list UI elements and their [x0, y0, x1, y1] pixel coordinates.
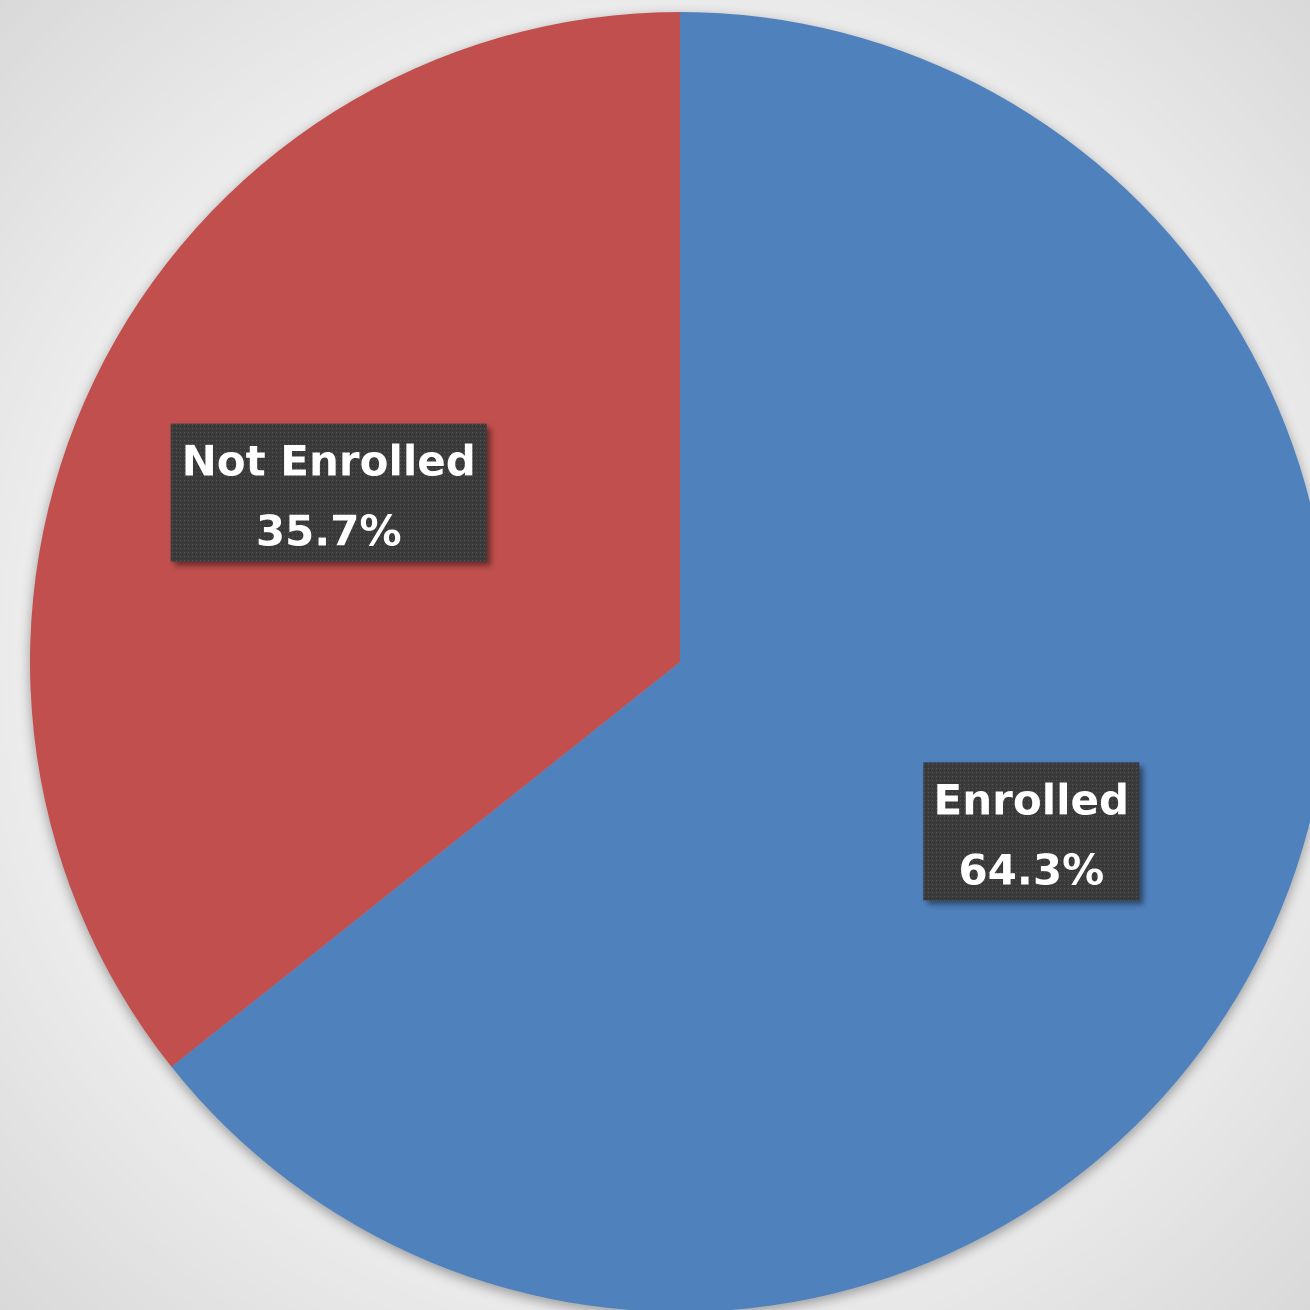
pie-data-labels: Enrolled 64.3% Not Enrolled 35.7%	[170, 423, 1140, 901]
pie-slice-enrolled	[171, 12, 1310, 1310]
data-label-not-enrolled: Not Enrolled 35.7%	[170, 423, 487, 562]
data-label-value: 64.3%	[958, 845, 1104, 894]
pie-slices	[30, 12, 1310, 1310]
data-label-category: Not Enrolled	[182, 437, 476, 486]
data-label-box	[170, 423, 487, 562]
data-label-enrolled: Enrolled 64.3%	[923, 762, 1140, 901]
data-label-category: Enrolled	[934, 775, 1130, 824]
data-label-box	[923, 762, 1140, 901]
data-label-value: 35.7%	[256, 507, 402, 556]
